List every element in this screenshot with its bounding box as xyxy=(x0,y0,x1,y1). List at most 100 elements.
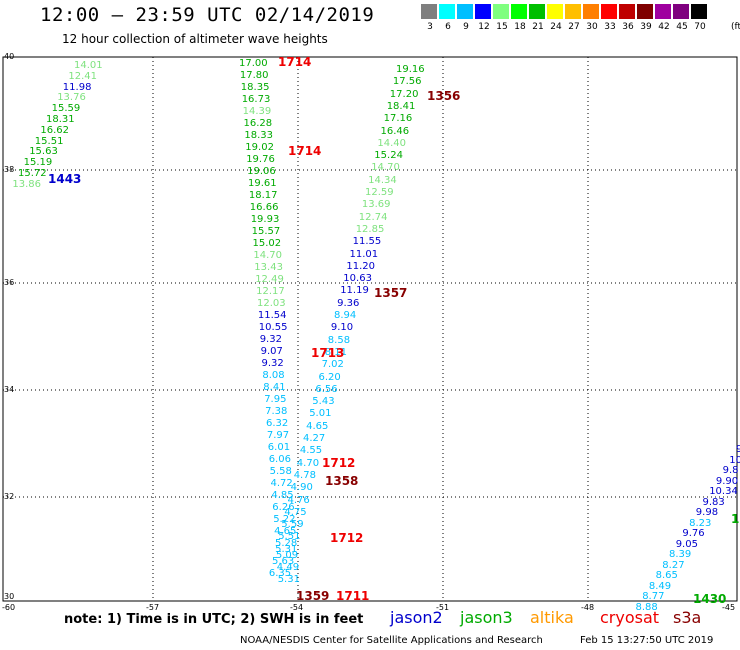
wave-height-value: 12.03 xyxy=(257,298,286,309)
color-swatch xyxy=(673,4,690,19)
pass-time-label: 1430 xyxy=(693,592,727,606)
color-swatch-label: 70 xyxy=(694,22,706,32)
wave-height-value: 8.11 xyxy=(324,346,347,358)
wave-height-value: 9 xyxy=(736,444,740,455)
color-swatch xyxy=(547,4,564,19)
wave-height-value: 8.08 xyxy=(262,370,285,381)
pass-time-label: 1712 xyxy=(322,456,356,470)
wave-height-value: 18.33 xyxy=(244,130,274,141)
wave-height-value: 11.55 xyxy=(352,236,382,248)
color-swatch xyxy=(655,4,672,19)
wave-height-value: 6.32 xyxy=(266,418,289,429)
wave-height-value: 7.02 xyxy=(321,359,344,371)
color-swatch xyxy=(457,4,474,19)
wave-height-value: 4.65 xyxy=(306,420,329,432)
wave-height-value: 5.09 xyxy=(275,550,299,561)
color-swatch xyxy=(529,4,546,19)
wave-height-value: 9.90 xyxy=(715,475,739,487)
color-swatch xyxy=(601,4,618,19)
wave-height-value: 15.72 xyxy=(18,168,47,179)
wave-height-value: 19.06 xyxy=(247,166,276,177)
wave-height-value: 17.16 xyxy=(383,113,413,125)
wave-height-value: 16.28 xyxy=(243,118,273,129)
wave-height-value: 5.43 xyxy=(312,396,335,408)
wave-height-value: 15.57 xyxy=(251,226,281,237)
legend-jason2: jason2 xyxy=(390,608,443,627)
wave-height-value: 18.41 xyxy=(386,100,416,112)
wave-height-value: 5.31 xyxy=(277,574,300,585)
wave-height-value: 4.85 xyxy=(271,490,294,501)
color-legend-unit: (ft) xyxy=(731,22,740,32)
wave-height-value: 9.32 xyxy=(261,358,284,369)
wave-height-value: 7.38 xyxy=(265,406,288,417)
wave-height-value: 19.16 xyxy=(396,64,425,75)
wave-height-value: 8.41 xyxy=(263,382,286,393)
wave-height-value: 11.20 xyxy=(346,260,376,272)
lon-label: -45 xyxy=(722,603,736,612)
color-swatch-label: 30 xyxy=(586,22,598,32)
wave-height-value: 11.19 xyxy=(340,285,369,297)
wave-height-value: 5.31 xyxy=(275,543,298,555)
wave-height-value: 12.49 xyxy=(255,274,284,285)
wave-height-value: 4.78 xyxy=(293,469,316,481)
lat-label: 32 xyxy=(4,492,15,501)
map-subtitle: 12 hour collection of altimeter wave hei… xyxy=(62,32,328,46)
pass-time-label: 1 xyxy=(731,512,740,526)
wave-height-value: 11.01 xyxy=(349,248,379,260)
wave-height-value: 5.28 xyxy=(275,538,298,549)
wave-height-value: 5.59 xyxy=(281,519,304,531)
wave-height-value: 9.8 xyxy=(722,465,739,476)
color-swatch-label: 42 xyxy=(658,22,670,32)
wave-height-value: 19.61 xyxy=(248,178,277,189)
wave-height-value: 8.88 xyxy=(635,601,658,613)
color-swatch-label: 12 xyxy=(478,22,490,32)
wave-height-value: 17.80 xyxy=(239,70,269,81)
color-swatch xyxy=(583,4,600,19)
wave-height-value: 13.86 xyxy=(12,178,42,190)
wave-height-value: 4.72 xyxy=(270,478,293,489)
pass-time-label: 1443 xyxy=(48,172,82,186)
lon-label: -48 xyxy=(581,603,595,612)
wave-height-value: 8.39 xyxy=(669,549,692,560)
wave-height-value: 8.77 xyxy=(642,591,665,602)
wave-height-value: 7.97 xyxy=(266,430,290,441)
pass-time-label: 1714 xyxy=(288,144,322,158)
wave-height-value: 13.69 xyxy=(361,199,391,211)
wave-height-value: 6.06 xyxy=(268,454,291,465)
wave-height-value: 6.20 xyxy=(318,371,341,383)
wave-height-value: 14.70 xyxy=(253,250,283,261)
graticule xyxy=(3,57,737,601)
wave-height-value: 6.26 xyxy=(272,502,295,513)
wave-height-value: 10.55 xyxy=(258,322,288,333)
wave-height-value: 18.35 xyxy=(240,82,270,93)
color-swatch-label: 27 xyxy=(568,22,580,32)
pass-time-label: 1357 xyxy=(374,286,408,300)
wave-height-value: 12.17 xyxy=(256,286,285,297)
wave-height-value: 19.02 xyxy=(245,142,274,153)
wave-height-value: 12.74 xyxy=(358,211,388,223)
color-swatch-label: 39 xyxy=(640,22,652,32)
wave-height-value: 15.19 xyxy=(23,157,53,169)
wave-height-value: 4.75 xyxy=(284,506,307,518)
lat-label: 40 xyxy=(4,52,15,61)
color-swatch-label: 33 xyxy=(604,22,616,32)
wave-height-value: 14.34 xyxy=(368,174,397,186)
color-swatch-label: 3 xyxy=(427,22,433,32)
wave-height-value: 9.32 xyxy=(259,334,282,345)
wave-height-value: 4.27 xyxy=(303,433,326,444)
color-swatch-label: 15 xyxy=(496,22,508,32)
wave-height-value: 9.36 xyxy=(337,297,360,309)
pass-time-label: 1356 xyxy=(427,89,461,103)
wave-height-value: 19.93 xyxy=(250,214,280,225)
color-swatch xyxy=(511,4,528,19)
wave-height-value: 11.98 xyxy=(62,81,92,93)
color-swatch xyxy=(637,4,654,19)
color-swatch-label: 6 xyxy=(445,22,451,32)
color-swatch xyxy=(439,4,456,19)
wave-height-value: 5.01 xyxy=(309,408,332,420)
wave-height-value: 8.65 xyxy=(655,570,678,581)
wave-height-value: 10. xyxy=(729,454,740,466)
color-swatch xyxy=(493,4,510,19)
wave-height-value: 15.63 xyxy=(29,146,58,158)
wave-height-value: 4.70 xyxy=(296,457,320,469)
